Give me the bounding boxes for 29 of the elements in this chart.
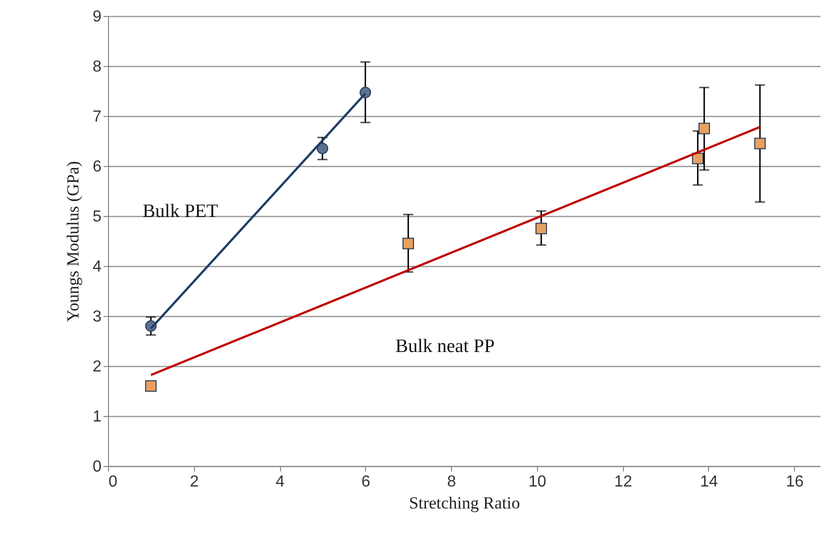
y-tick-label: 7	[92, 108, 102, 126]
x-tick-label: 10	[528, 474, 546, 490]
x-tick-label: 4	[276, 474, 285, 490]
x-tick-label: 14	[700, 474, 718, 490]
y-tick-label: 3	[92, 308, 102, 326]
point	[145, 380, 157, 392]
series-label: Bulk PET	[142, 201, 219, 222]
y-tick-label: 9	[92, 8, 102, 26]
point	[754, 138, 766, 150]
point	[402, 238, 414, 250]
y-tick-label: 1	[92, 408, 102, 426]
y-tick-label: 2	[92, 358, 102, 376]
y-tick-label: 6	[92, 158, 102, 176]
x-tick-label: 2	[190, 474, 199, 490]
y-axis-title: Youngs Modulus (GPa)	[64, 161, 83, 322]
x-tick-label: 6	[361, 474, 370, 490]
y-tick-label: 4	[92, 258, 102, 276]
x-tick-label: 12	[614, 474, 632, 490]
point	[535, 222, 547, 234]
y-tick-label: 8	[92, 58, 102, 76]
point	[316, 142, 328, 154]
x-axis-title: Stretching Ratio	[409, 494, 520, 512]
y-tick-label: 0	[92, 458, 102, 476]
x-tick-label: 8	[447, 474, 456, 490]
point	[698, 122, 710, 134]
text: Bulk neat PP	[395, 336, 495, 357]
x-tick-label: 16	[786, 474, 804, 490]
y-tick-label: 5	[92, 208, 102, 226]
x-tick-label: 0	[108, 474, 118, 490]
